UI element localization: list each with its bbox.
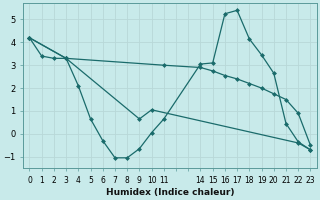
X-axis label: Humidex (Indice chaleur): Humidex (Indice chaleur) [106,188,234,197]
